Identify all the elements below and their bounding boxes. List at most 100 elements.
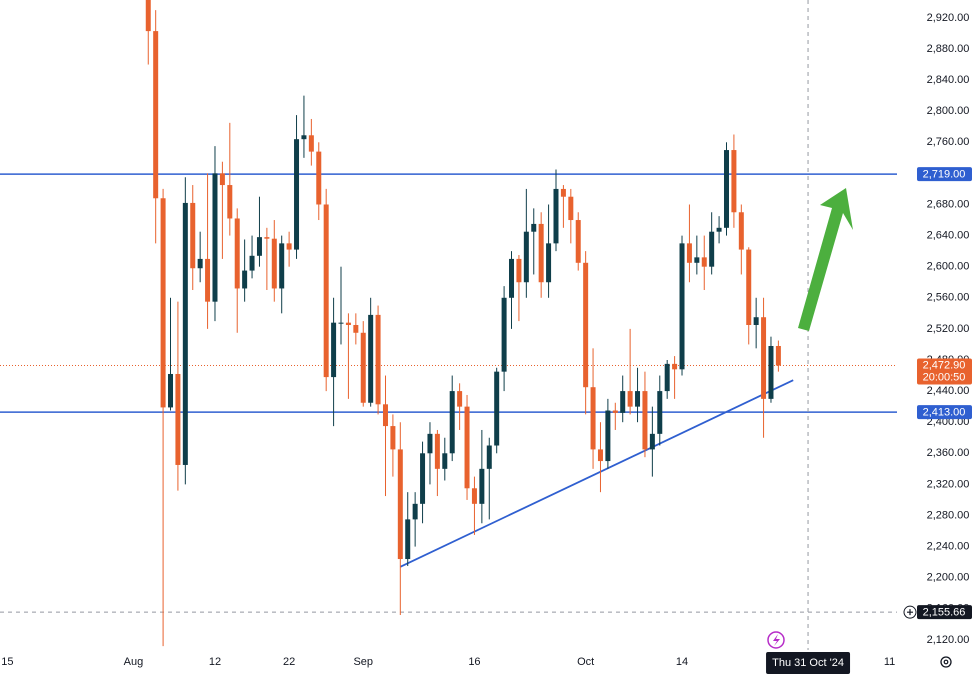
level-label-box — [917, 167, 972, 182]
candle-body — [464, 406, 470, 489]
candle-body — [605, 410, 611, 462]
candle-body — [553, 188, 559, 244]
candle-body — [575, 220, 581, 263]
x-tick-label: Aug — [124, 656, 144, 668]
candle-body — [331, 322, 337, 378]
candle-body — [694, 257, 700, 263]
candle-body — [583, 262, 589, 388]
y-tick-label: 2,560.00 — [927, 292, 970, 304]
crosshair-price-box — [917, 605, 972, 620]
candle-body — [597, 449, 603, 462]
y-tick-label: 2,600.00 — [927, 261, 970, 273]
x-tick-label: 12 — [209, 656, 221, 668]
candle-body — [256, 237, 262, 256]
candle-body — [642, 391, 648, 450]
candle-body — [286, 243, 292, 250]
candle-body — [264, 237, 270, 239]
countdown-label: 20:00:50 — [923, 371, 966, 383]
candle-body — [294, 139, 300, 250]
candle-body — [160, 198, 166, 408]
candle-body — [768, 345, 774, 399]
candle-body — [412, 503, 418, 520]
candle-body — [479, 468, 485, 504]
candle-body — [457, 391, 463, 407]
candle-body — [360, 332, 366, 403]
crosshair-price-label: 2,155.66 — [923, 607, 966, 619]
x-tick-label: Oct — [577, 656, 594, 668]
y-tick-label: 2,400.00 — [927, 416, 970, 428]
candle-body — [368, 314, 374, 403]
y-tick-label: 2,200.00 — [927, 572, 970, 584]
candle-body — [546, 243, 552, 283]
candle-body — [620, 391, 626, 413]
candle-body — [449, 391, 455, 454]
candle-body — [753, 317, 759, 325]
y-tick-label: 2,640.00 — [927, 229, 970, 241]
y-tick-label: 2,320.00 — [927, 478, 970, 490]
last-price-label: 2,472.90 — [923, 359, 966, 371]
candle-body — [205, 258, 211, 302]
candle-body — [716, 227, 722, 232]
candle-body — [308, 135, 314, 152]
candle-body — [471, 488, 477, 504]
candle-body — [353, 325, 359, 333]
x-tick-label: 22 — [283, 656, 295, 668]
candle-body — [242, 270, 248, 289]
candle-body — [649, 433, 655, 450]
candle-body — [509, 258, 515, 298]
candle-body — [390, 426, 396, 450]
candle-body — [664, 363, 670, 392]
candle-body — [531, 223, 537, 232]
candle-body — [501, 297, 507, 372]
y-tick-label: 2,760.00 — [927, 136, 970, 148]
candle-body — [249, 255, 255, 271]
candle-body — [590, 387, 596, 450]
y-tick-label: 2,120.00 — [927, 634, 970, 646]
y-tick-label: 2,800.00 — [927, 105, 970, 117]
candle-body — [145, 0, 151, 32]
candle-body — [175, 373, 181, 465]
x-tick-label: 15 — [1, 656, 13, 668]
candle-body — [219, 173, 225, 186]
y-tick-label: 2,920.00 — [927, 12, 970, 24]
x-tick-label: Sep — [353, 656, 373, 668]
candle-body — [761, 317, 767, 399]
y-tick-label: 2,240.00 — [927, 540, 970, 552]
y-tick-label: 2,840.00 — [927, 74, 970, 86]
candle-body — [709, 231, 715, 267]
alert-icon — [767, 631, 785, 649]
y-tick-label: 2,680.00 — [927, 198, 970, 210]
candle-body — [731, 150, 737, 213]
candle-body — [627, 391, 633, 407]
candle-body — [405, 519, 411, 560]
candle-body — [686, 243, 692, 263]
candle-body — [279, 243, 285, 289]
candle-body — [701, 257, 707, 267]
candle-body — [182, 202, 188, 465]
y-tick-label: 2,360.00 — [927, 447, 970, 459]
candle-body — [538, 223, 544, 283]
candle-body — [153, 31, 159, 199]
candle-body — [635, 391, 641, 407]
candle-body — [679, 243, 685, 370]
y-tick-label: 2,520.00 — [927, 323, 970, 335]
candle-body — [775, 345, 781, 366]
level-label: 2,413.00 — [923, 406, 966, 418]
candle-body — [168, 373, 174, 408]
axes: 2,120.002,160.002,200.002,240.002,280.00… — [1, 12, 972, 674]
candle-body — [316, 151, 322, 205]
candle-body — [494, 371, 500, 446]
candle-body — [323, 204, 329, 378]
candle-body — [434, 433, 440, 469]
candle-body — [427, 433, 433, 454]
up-arrow — [798, 188, 853, 331]
candle-body — [523, 231, 529, 283]
level-label: 2,719.00 — [923, 169, 966, 181]
candle-body — [301, 135, 307, 140]
crosshair-date-box — [766, 652, 851, 674]
settings-icon[interactable] — [940, 656, 952, 668]
y-tick-label: 2,880.00 — [927, 43, 970, 55]
candle-body — [338, 322, 344, 324]
candle-body — [190, 202, 196, 269]
